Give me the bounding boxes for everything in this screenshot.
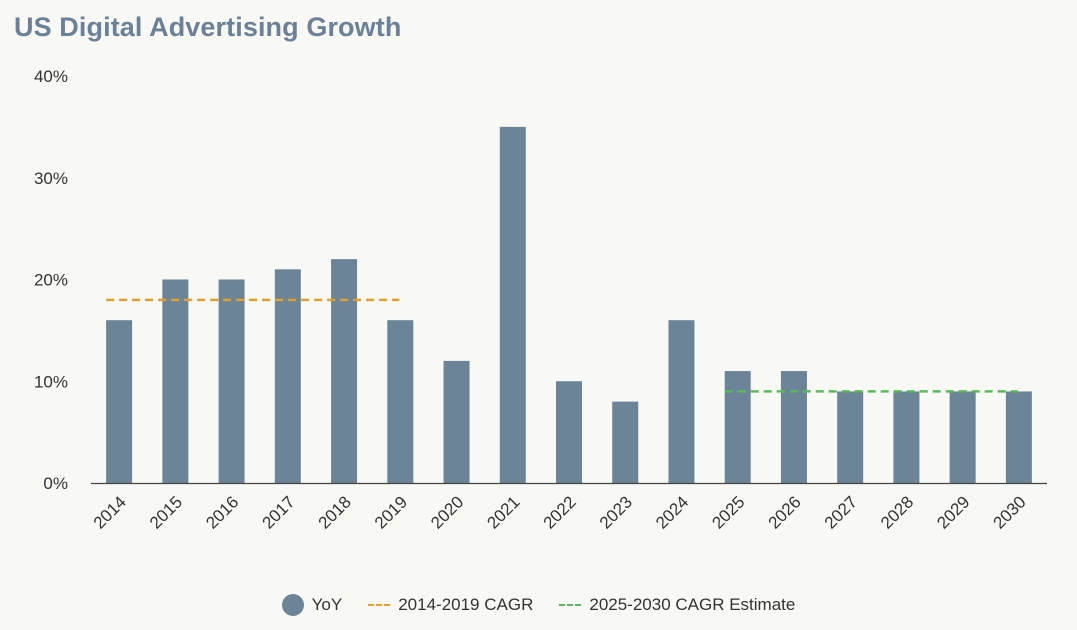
bar-2030[interactable] [1005,391,1032,483]
legend-marker-yoy [281,594,304,616]
bar-chart: 0%10%20%30%40% 2014 2015 2016 2017 2018 2019 2… [34,67,1047,533]
bar-2017[interactable] [274,269,301,483]
y-tick-label: 10% [34,372,68,391]
x-tick-label: 2021 [483,492,523,532]
x-tick-label: 2017 [258,492,298,532]
reference-lines [106,298,1018,393]
bar-2027[interactable] [837,391,864,483]
x-tick-label: 2027 [821,492,861,532]
bar-2028[interactable] [893,391,920,483]
bar-2026[interactable] [780,371,807,483]
x-tick-label: 2025 [708,492,748,532]
y-axis: 0% 10% 20% 30% 40% [34,67,68,493]
legend: YoY 2014-2019 CAGR 2025-2030 CAGR Estima… [0,590,1077,620]
legend-marker-cagr-2014-2019 [368,604,391,606]
x-tick-label: 2023 [596,492,636,532]
bar-2029[interactable] [949,391,976,483]
x-tick-label: 2022 [540,492,580,532]
bar-2020[interactable] [443,360,470,483]
legend-label-yoy: YoY [311,595,343,614]
x-tick-label: 2030 [990,492,1030,532]
legend-item-cagr-2025-2030[interactable]: 2025-2030 CAGR Estimate [559,595,795,615]
legend-label-cagr-2014-2019: 2014-2019 CAGR [398,595,534,614]
x-tick-label: 2015 [146,492,186,532]
x-tick-label: 2016 [202,492,242,532]
bar-2015[interactable] [162,279,189,484]
x-tick-label: 2024 [652,492,692,532]
y-tick-label: 20% [34,271,68,290]
x-tick-label: 2028 [877,492,917,532]
bars [106,126,1032,484]
bar-2016[interactable] [218,279,245,484]
x-tick-label: 2020 [427,492,467,532]
bar-2019[interactable] [387,320,414,483]
bar-2023[interactable] [612,401,639,483]
bar-2018[interactable] [331,259,358,483]
y-tick-label: 40% [34,67,68,86]
x-tick-label: 2019 [371,492,411,532]
bar-2022[interactable] [556,381,582,483]
legend-item-yoy[interactable]: YoY [281,594,343,616]
bar-2021[interactable] [499,126,526,483]
x-tick-label: 2026 [765,492,805,532]
bar-2014[interactable] [106,320,133,483]
x-tick-label: 2014 [90,492,130,532]
bar-2025[interactable] [724,371,751,483]
bar-2024[interactable] [668,320,695,483]
legend-label-cagr-2025-2030: 2025-2030 CAGR Estimate [589,595,796,614]
x-tick-label: 2018 [315,492,355,532]
legend-item-cagr-2014-2019[interactable]: 2014-2019 CAGR [368,595,533,615]
y-tick-label: 0% [43,474,68,493]
x-axis: 2014 2015 2016 2017 2018 2019 2020 2021 2022 2023… [90,492,1030,532]
y-tick-label: 30% [34,169,68,188]
x-tick-label: 2029 [933,492,973,532]
legend-marker-cagr-2025-2030 [559,604,582,606]
chart-title: US Digital Advertising Growth [14,12,402,42]
